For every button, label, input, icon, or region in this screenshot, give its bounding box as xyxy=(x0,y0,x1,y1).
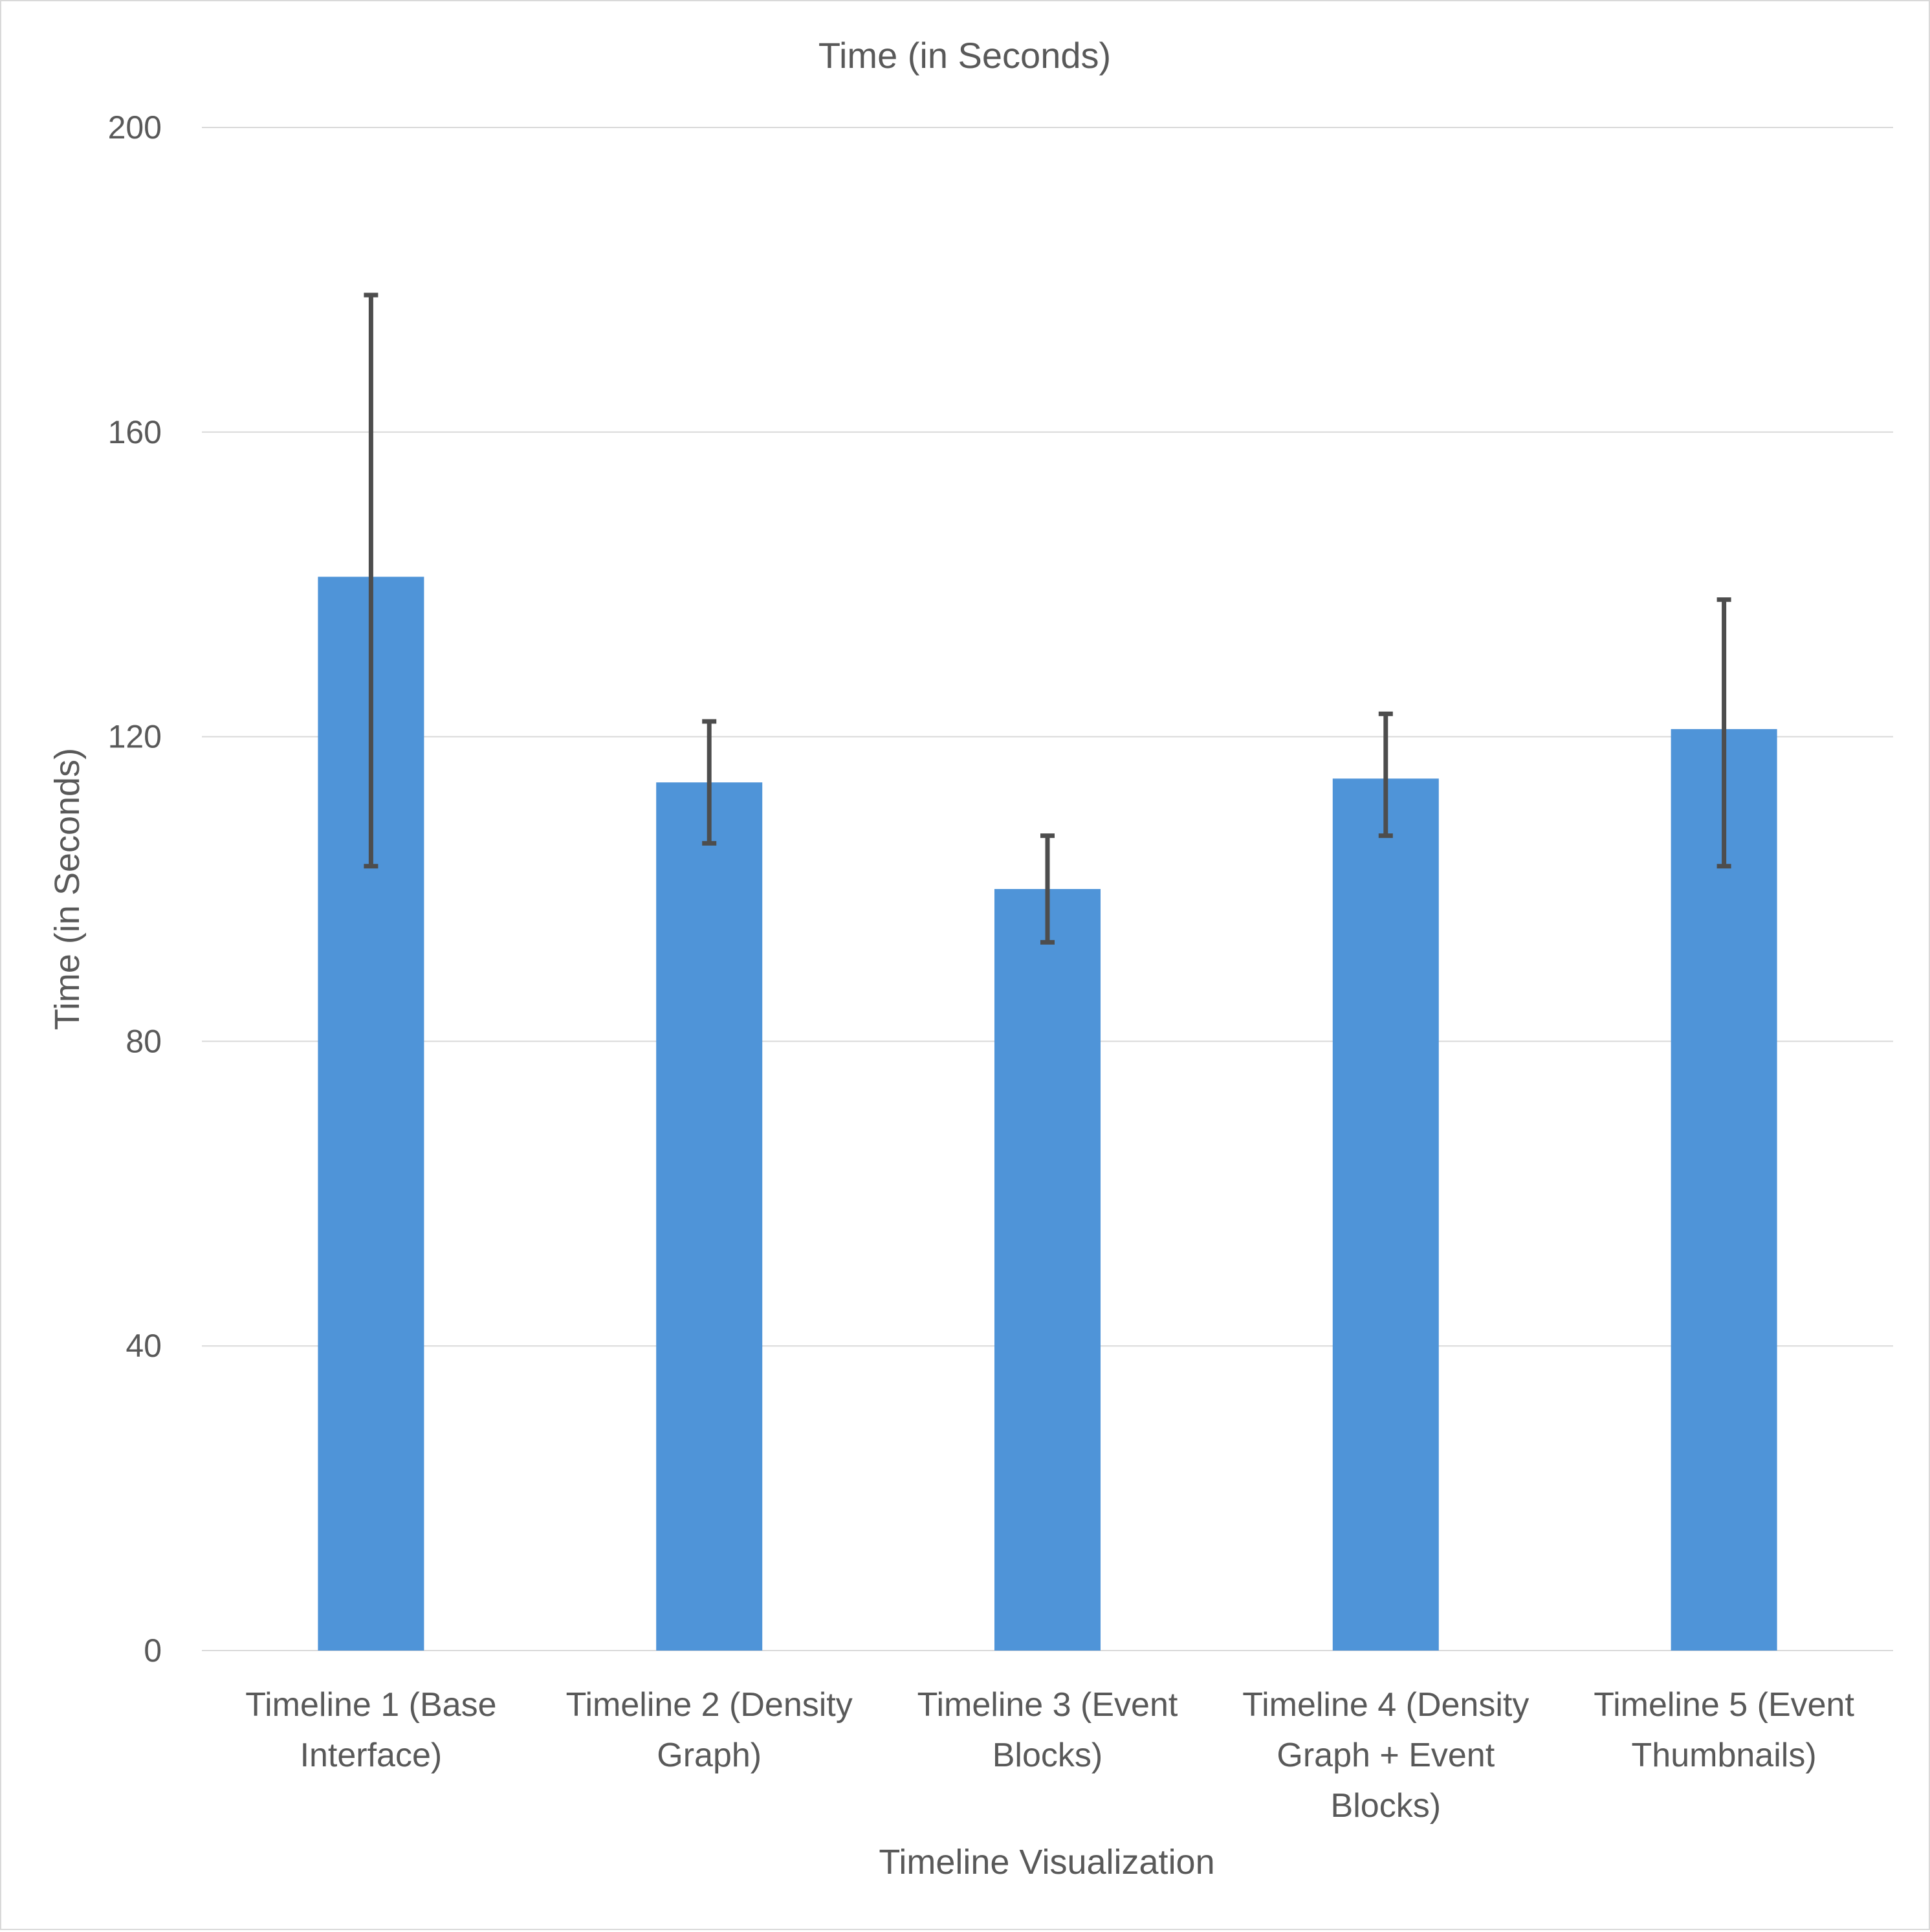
bar xyxy=(994,889,1101,1651)
bars xyxy=(318,576,1777,1651)
x-category-label-line: Timeline 3 (Event xyxy=(917,1686,1178,1724)
y-tick-label: 40 xyxy=(126,1328,162,1364)
y-tick-label: 160 xyxy=(108,414,162,450)
y-tick-label: 80 xyxy=(126,1023,162,1059)
error-bar xyxy=(364,292,378,869)
x-category-label: Timeline 1 (Base Interface) xyxy=(245,1686,496,1774)
error-bar xyxy=(1378,711,1393,839)
error-bar xyxy=(702,719,717,846)
y-axis-title: Time (in Seconds) xyxy=(48,748,87,1030)
x-category-label-line: Graph + Event xyxy=(1277,1737,1495,1774)
bar xyxy=(1332,778,1439,1651)
x-category-label: Timeline 3 (Event Blocks) xyxy=(917,1686,1178,1774)
error-bars xyxy=(364,292,1731,945)
x-axis-title: Timeline Visualization xyxy=(879,1843,1214,1882)
x-category-label-line: Timeline 5 (Event xyxy=(1594,1686,1854,1724)
bar xyxy=(1671,729,1777,1651)
x-axis-categories: Timeline 1 (Base Interface) Timeline 2 (De… xyxy=(245,1686,1854,1825)
y-tick-label: 120 xyxy=(108,719,162,755)
bar xyxy=(656,782,763,1651)
x-category-label-line: Timeline 1 (Base xyxy=(245,1686,496,1724)
x-category-label-line: Graph) xyxy=(657,1737,762,1774)
x-category-label-line: Interface) xyxy=(300,1737,443,1774)
x-category-label-line: Thumbnails) xyxy=(1632,1737,1817,1774)
chart-title: Time (in Seconds) xyxy=(818,35,1111,76)
x-category-label: Timeline 5 (Event Thumbnails) xyxy=(1594,1686,1854,1774)
error-bar xyxy=(1716,597,1731,869)
x-category-label-line: Timeline 2 (Density xyxy=(566,1686,853,1724)
x-category-label-line: Blocks) xyxy=(992,1737,1102,1774)
y-axis-ticks: 0 40 80 120 160 200 xyxy=(108,109,162,1669)
y-tick-label: 200 xyxy=(108,109,162,146)
x-category-label-line: Blocks) xyxy=(1331,1787,1441,1825)
x-category-label: Timeline 2 (Density Graph) xyxy=(566,1686,853,1774)
x-category-label-line: Timeline 4 (Density xyxy=(1242,1686,1529,1724)
x-category-label: Timeline 4 (Density Graph + Event Blocks) xyxy=(1242,1686,1529,1825)
error-bar xyxy=(1040,833,1055,945)
y-tick-label: 0 xyxy=(144,1632,162,1669)
